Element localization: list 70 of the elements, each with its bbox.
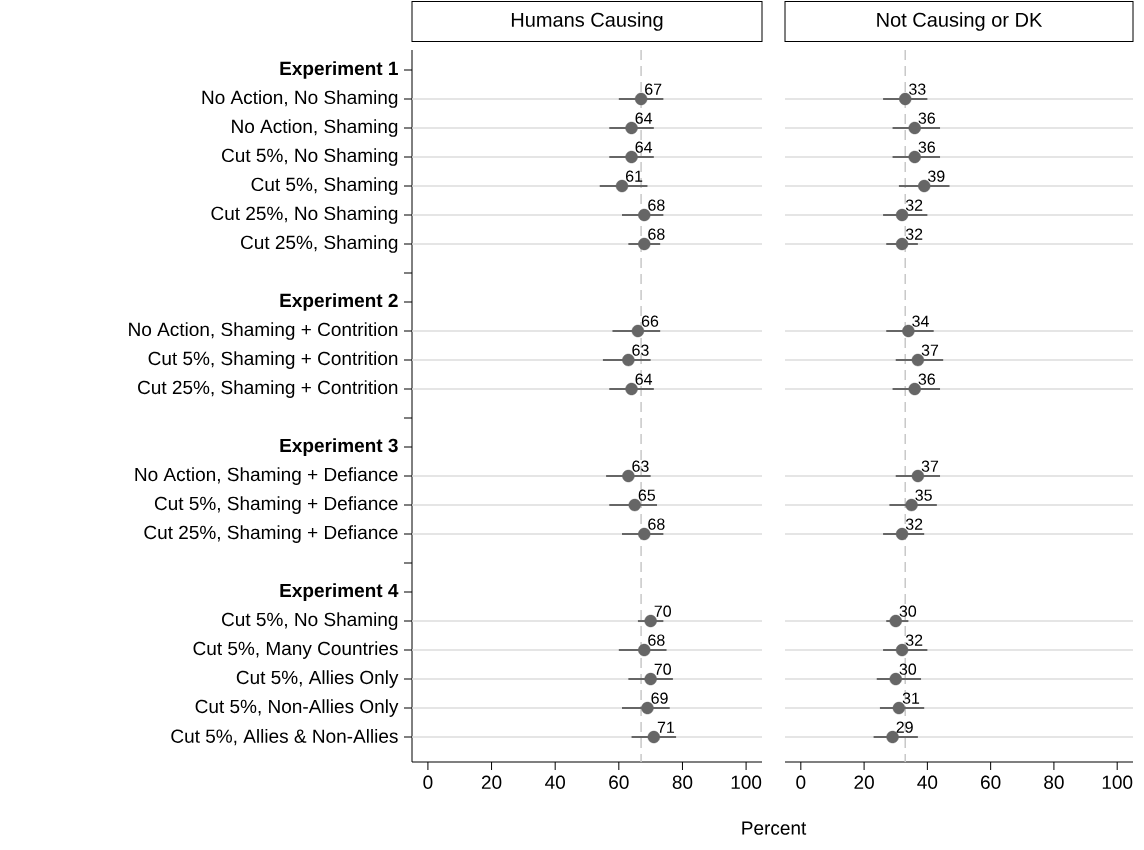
y-tick-label: No Action, Shaming — [232, 119, 398, 137]
data-label: 64 — [635, 141, 653, 153]
y-tick-label: Cut 25%, Shaming + Contrition — [138, 380, 398, 398]
y-tick-label: No Action, No Shaming — [202, 90, 398, 108]
y-tick-label: Cut 5%, Allies Only — [236, 670, 399, 688]
y-tick-label: Cut 25%, Shaming + Defiance — [144, 525, 398, 543]
chart-title: Not Causing or DK — [877, 12, 1043, 31]
data-label: 36 — [918, 112, 935, 124]
data-label: 33 — [909, 83, 926, 95]
data-label: 66 — [641, 315, 659, 327]
x-tick-label: 0 — [796, 775, 806, 789]
data-label: 63 — [632, 460, 649, 472]
x-tick-label: 20 — [854, 775, 874, 789]
x-tick-label: 80 — [1044, 775, 1064, 789]
y-tick-label: Cut 5%, Non-Allies Only — [195, 699, 399, 717]
data-label: 64 — [635, 112, 653, 124]
x-tick-label: 80 — [672, 775, 693, 789]
x-tick-label: 40 — [545, 775, 565, 789]
data-label: 65 — [638, 489, 656, 501]
data-label: 64 — [635, 373, 653, 385]
y-tick-label: Experiment 4 — [280, 583, 399, 601]
x-tick-label: 0 — [423, 775, 433, 789]
y-tick-label: Cut 5%, Shaming + Contrition — [148, 351, 398, 369]
y-tick-label: Cut 5%, Shaming + Defiance — [154, 496, 398, 514]
data-label: 30 — [899, 605, 917, 617]
data-label: 39 — [928, 170, 945, 182]
data-label: 32 — [905, 634, 923, 646]
data-label: 68 — [648, 199, 665, 211]
chart-title: Humans Causing — [511, 12, 663, 31]
data-label: 31 — [902, 692, 920, 704]
data-label: 68 — [648, 634, 665, 646]
data-label: 70 — [654, 663, 671, 675]
y-tick-label: No Action, Shaming + Contrition — [129, 322, 398, 340]
data-label: 30 — [899, 663, 917, 675]
x-axis-title: Percent — [742, 821, 807, 835]
y-tick-label: Cut 5%, No Shaming — [222, 612, 398, 630]
x-tick-label: 20 — [481, 775, 502, 789]
data-label: 32 — [905, 199, 923, 211]
data-label: 32 — [905, 228, 923, 240]
data-label: 61 — [626, 170, 643, 182]
data-label: 70 — [654, 605, 671, 617]
data-label: 36 — [918, 141, 935, 153]
y-tick-label: Experiment 1 — [280, 61, 398, 79]
x-tick-label: 100 — [731, 775, 762, 789]
data-label: 67 — [645, 83, 662, 95]
x-tick-label: 60 — [981, 775, 1001, 789]
data-label: 32 — [905, 518, 923, 530]
data-label: 68 — [648, 518, 665, 530]
data-label: 35 — [915, 489, 932, 501]
x-tick-label: 40 — [917, 775, 938, 789]
data-label: 71 — [657, 721, 675, 733]
y-tick-label: Experiment 2 — [280, 293, 398, 311]
data-label: 36 — [918, 373, 935, 385]
data-label: 34 — [912, 315, 929, 327]
y-tick-label: Cut 5%, Shaming — [251, 177, 398, 195]
data-label: 63 — [632, 344, 649, 356]
y-tick-label: Cut 5%, Allies & Non-Allies — [171, 728, 398, 746]
data-label: 29 — [896, 721, 913, 733]
y-tick-label: Cut 5%, Many Countries — [193, 641, 398, 659]
y-tick-label: Cut 25%, No Shaming — [211, 206, 398, 224]
data-label: 68 — [648, 228, 665, 240]
y-tick-label: Cut 25%, Shaming — [241, 235, 398, 253]
data-label: 37 — [921, 344, 939, 356]
y-tick-label: Cut 5%, No Shaming — [222, 148, 398, 166]
y-tick-label: No Action, Shaming + Defiance — [135, 467, 398, 485]
data-label: 37 — [921, 460, 939, 472]
data-label: 69 — [651, 692, 668, 704]
y-tick-label: Experiment 3 — [280, 438, 398, 456]
x-tick-label: 60 — [609, 775, 629, 789]
x-tick-label: 100 — [1102, 775, 1133, 789]
